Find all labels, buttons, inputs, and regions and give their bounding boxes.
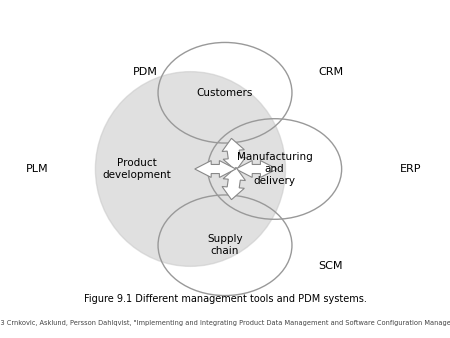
Text: CRM: CRM (318, 67, 343, 77)
Text: Supply
chain: Supply chain (207, 235, 243, 256)
Text: © 2003 Crnkovic, Asklund, Persson Dahlqvist, "Implementing and Integrating Produ: © 2003 Crnkovic, Asklund, Persson Dahlqv… (0, 320, 450, 327)
Text: SCM: SCM (319, 261, 343, 271)
Ellipse shape (95, 72, 285, 266)
Text: PDM: PDM (133, 67, 158, 77)
Text: ERP: ERP (400, 164, 422, 174)
Text: Product
development: Product development (102, 158, 171, 180)
Text: Figure 9.1 Different management tools and PDM systems.: Figure 9.1 Different management tools an… (84, 294, 366, 304)
Polygon shape (222, 167, 245, 200)
Text: PLM: PLM (26, 164, 49, 174)
Polygon shape (236, 161, 277, 177)
Text: Manufacturing
and
delivery: Manufacturing and delivery (237, 152, 313, 186)
Text: Customers: Customers (197, 88, 253, 98)
Polygon shape (195, 161, 236, 177)
Polygon shape (222, 138, 245, 171)
